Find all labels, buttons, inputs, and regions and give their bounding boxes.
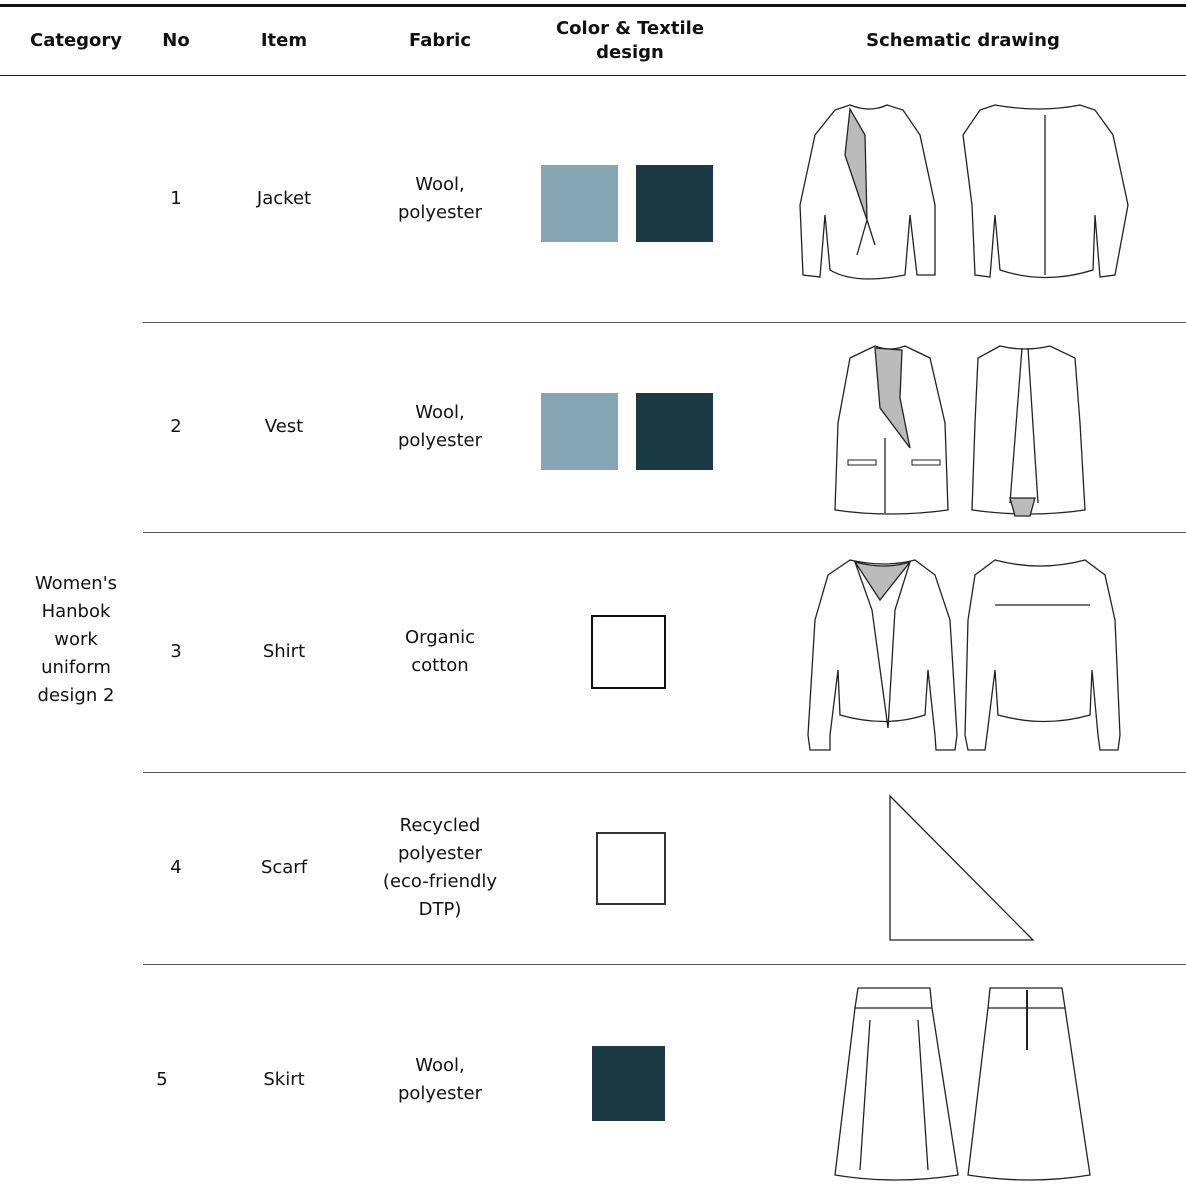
category-cell: Women's Hanbok work uniform design 2 — [34, 573, 118, 706]
row-item: Vest — [264, 416, 304, 437]
color-swatch — [541, 393, 618, 470]
shirt-drawing — [807, 559, 1121, 751]
header-drawing: Schematic drawing — [866, 30, 1060, 51]
row-item: Scarf — [260, 857, 308, 878]
row-no: 2 — [170, 416, 182, 437]
jacket-drawing — [799, 104, 1129, 280]
color-swatch — [591, 615, 666, 689]
header-item: Item — [260, 30, 308, 51]
row-fabric: Organic cotton — [404, 627, 475, 676]
row-no: 5 — [156, 1068, 168, 1090]
header-fabric: Fabric — [409, 30, 471, 51]
color-swatch — [636, 393, 713, 470]
row-no: 3 — [170, 641, 182, 662]
textile-swatch — [596, 832, 666, 905]
header-no: No — [162, 30, 190, 51]
vest-drawing — [834, 345, 1086, 517]
row-item: Jacket — [256, 187, 312, 209]
row-rule — [143, 964, 1186, 965]
header-rule — [0, 75, 1186, 76]
row-fabric: Recycled polyester (eco-friendly DTP) — [382, 815, 498, 920]
header-category: Category — [29, 30, 123, 51]
row-no: 1 — [170, 187, 182, 209]
row-rule — [143, 532, 1186, 533]
row-no: 4 — [170, 857, 182, 878]
color-swatch — [541, 165, 618, 242]
header-color: Color & Textile design — [555, 18, 705, 63]
row-fabric: Wool, polyester — [397, 402, 483, 451]
color-swatch — [592, 1046, 665, 1121]
row-item: Shirt — [262, 641, 306, 662]
scarf-drawing — [889, 794, 1035, 941]
row-item: Skirt — [263, 1068, 305, 1090]
color-swatch — [636, 165, 713, 242]
row-fabric: Wool, polyester — [397, 1054, 483, 1104]
top-rule — [0, 4, 1186, 7]
row-fabric: Wool, polyester — [397, 173, 483, 223]
row-rule — [143, 772, 1186, 773]
row-rule — [143, 322, 1186, 323]
skirt-drawing — [834, 987, 1091, 1181]
